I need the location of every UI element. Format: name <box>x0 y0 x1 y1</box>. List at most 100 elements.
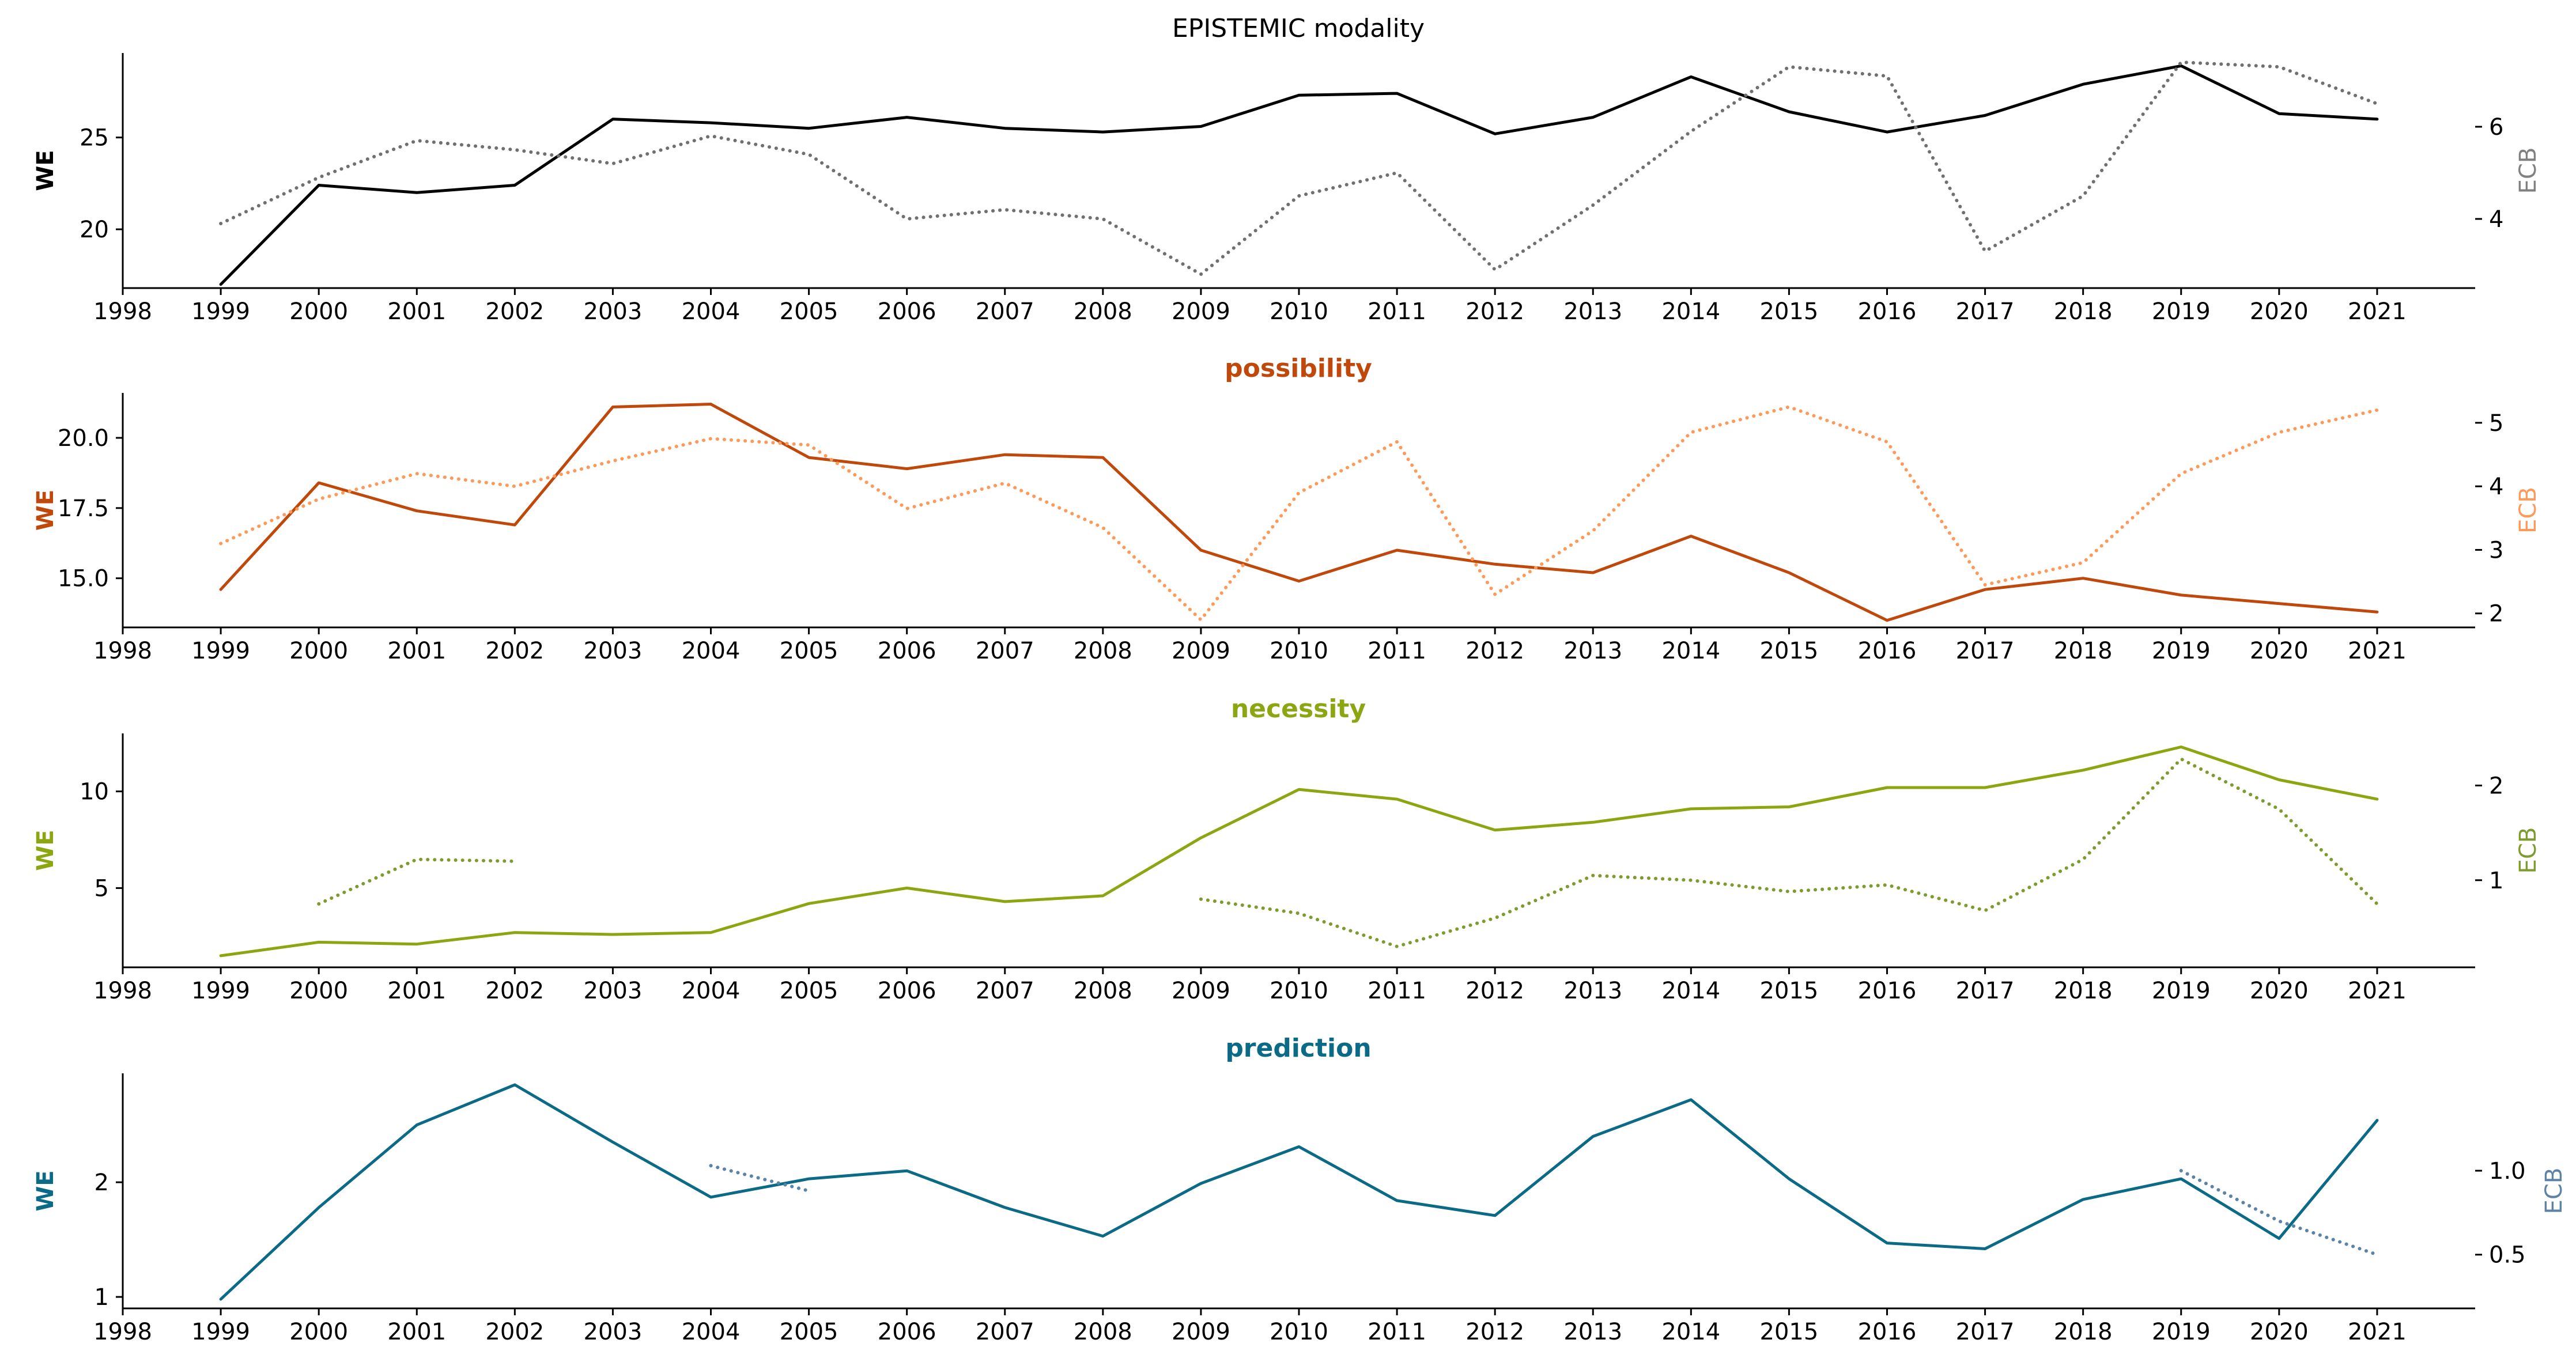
x-tick-label: 2010 <box>1270 298 1328 325</box>
x-tick-label: 2011 <box>1368 638 1426 664</box>
x-tick-label: 2017 <box>1956 978 2015 1004</box>
x-tick-label: 2019 <box>2152 978 2211 1004</box>
series-line-we <box>219 403 2379 622</box>
figure-title: EPISTEMIC modality <box>1172 14 1425 43</box>
y2-tick-label: 2 <box>2489 601 2503 627</box>
x-tick-label: 2000 <box>289 638 348 664</box>
x-tick-label: 2017 <box>1956 298 2015 325</box>
panel-title: prediction <box>1225 1034 1371 1063</box>
x-tick-label: 2018 <box>2054 978 2113 1004</box>
x-tick-label: 1998 <box>93 638 152 664</box>
x-tick-label: 2008 <box>1074 298 1132 325</box>
series-line-ecb-segment-1 <box>709 1164 811 1193</box>
panel-epistemic-modality: 1998 1999 2000 2001 2002 2003 2004 2005 2006 2007… <box>32 53 2541 325</box>
y2-tick-label: 1 <box>2489 868 2503 894</box>
x-tick-label: 2014 <box>1661 638 1720 664</box>
y-tick-label: 1 <box>95 1284 109 1311</box>
x-tick-label: 2007 <box>976 298 1034 325</box>
y-tick-label: 5 <box>95 875 109 902</box>
x-tick-label: 2010 <box>1270 1319 1328 1345</box>
series-line-ecb-segment-2 <box>2179 1169 2379 1257</box>
x-tick-label: 1999 <box>191 978 250 1004</box>
series-line-ecb <box>219 405 2379 622</box>
y-tick-label: 20.0 <box>58 425 109 452</box>
x-tick-label: 2003 <box>584 638 643 664</box>
x-tick-label: 2003 <box>584 298 643 325</box>
y-tick-label: 17.5 <box>58 495 109 522</box>
x-tick-label: 2013 <box>1563 978 1622 1004</box>
x-tick-label: 2004 <box>682 638 741 664</box>
series-line-ecb <box>219 60 2379 276</box>
x-tick-label: 2003 <box>584 978 643 1004</box>
x-tick-label: 2011 <box>1368 978 1426 1004</box>
x-tick-label: 2014 <box>1661 298 1720 325</box>
panel-necessity: necessity 1998 1999 2000 2001 2002 2003 2004 200… <box>32 694 2541 1004</box>
series-line-ecb-segment-2 <box>1199 757 2379 948</box>
x-tick-label: 2009 <box>1172 638 1230 664</box>
x-tick-label: 2001 <box>387 298 446 325</box>
x-tick-label: 2013 <box>1563 298 1622 325</box>
y-tick-label: 20 <box>80 217 109 243</box>
x-tick-label: 2019 <box>2152 1319 2211 1345</box>
x-tick-label: 2020 <box>2250 298 2309 325</box>
x-tick-label: 2011 <box>1368 298 1426 325</box>
y2-axis-label: ECB <box>2515 147 2541 194</box>
x-tick-label: 2000 <box>289 978 348 1004</box>
x-tick-label: 2010 <box>1270 638 1328 664</box>
x-tick-label: 2012 <box>1465 1319 1524 1345</box>
panel-title: necessity <box>1231 694 1366 724</box>
y-tick-label: 10 <box>80 779 109 805</box>
x-tick-label: 1998 <box>93 978 152 1004</box>
y2-axis-label: ECB <box>2541 1168 2567 1214</box>
x-tick-label: 2016 <box>1858 1319 1917 1345</box>
x-tick-label: 2018 <box>2054 638 2113 664</box>
x-tick-label: 1998 <box>93 1319 152 1345</box>
x-tick-label: 2017 <box>1956 638 2015 664</box>
y2-tick-label: 4 <box>2489 206 2503 233</box>
x-tick-label: 2001 <box>387 638 446 664</box>
x-tick-label: 2016 <box>1858 638 1917 664</box>
x-tick-label: 1999 <box>191 1319 250 1345</box>
x-tick-label: 2002 <box>485 298 544 325</box>
y2-tick-label: 3 <box>2489 537 2503 563</box>
y2-tick-label: 0.5 <box>2489 1242 2526 1269</box>
series-line-we <box>219 64 2379 286</box>
x-tick-label: 2014 <box>1661 978 1720 1004</box>
x-tick-label: 2021 <box>2348 638 2407 664</box>
y-axis-label: WE <box>32 1170 59 1211</box>
x-tick-label: 2006 <box>878 298 936 325</box>
x-tick-label: 2002 <box>485 978 544 1004</box>
x-tick-label: 2012 <box>1465 978 1524 1004</box>
x-tick-label: 2020 <box>2250 978 2309 1004</box>
x-tick-label: 2001 <box>387 1319 446 1345</box>
x-tick-label: 2013 <box>1563 638 1622 664</box>
x-tick-label: 2004 <box>682 1319 741 1345</box>
x-tick-label: 2018 <box>2054 298 2113 325</box>
y-tick-label: 15.0 <box>58 566 109 592</box>
x-tick-label: 2002 <box>485 1319 544 1345</box>
x-tick-label: 2017 <box>1956 1319 2015 1345</box>
x-tick-label: 2007 <box>976 638 1034 664</box>
x-tick-label: 2005 <box>780 1319 838 1345</box>
panel-possibility: possibility 1998 1999 2000 2001 2002 2003 2004 2… <box>32 354 2541 664</box>
x-tick-label: 2012 <box>1465 298 1524 325</box>
x-tick-label: 2007 <box>976 1319 1034 1345</box>
x-tick-label: 2015 <box>1760 1319 1819 1345</box>
x-tick-label: 2020 <box>2250 638 2309 664</box>
x-tick-label: 2012 <box>1465 638 1524 664</box>
x-tick-label: 2005 <box>780 978 838 1004</box>
x-tick-label: 2020 <box>2250 1319 2309 1345</box>
x-tick-label: 2013 <box>1563 1319 1622 1345</box>
x-tick-label: 2016 <box>1858 298 1917 325</box>
x-tick-label: 2009 <box>1172 298 1230 325</box>
x-tick-label: 1998 <box>93 298 152 325</box>
x-tick-label: 2002 <box>485 638 544 664</box>
x-tick-label: 2019 <box>2152 298 2211 325</box>
x-tick-label: 2008 <box>1074 638 1132 664</box>
x-tick-label: 2006 <box>878 638 936 664</box>
y-axis-label: WE <box>32 490 59 531</box>
x-tick-label: 2000 <box>289 1319 348 1345</box>
x-tick-label: 1999 <box>191 638 250 664</box>
y2-tick-label: 1.0 <box>2489 1158 2526 1185</box>
